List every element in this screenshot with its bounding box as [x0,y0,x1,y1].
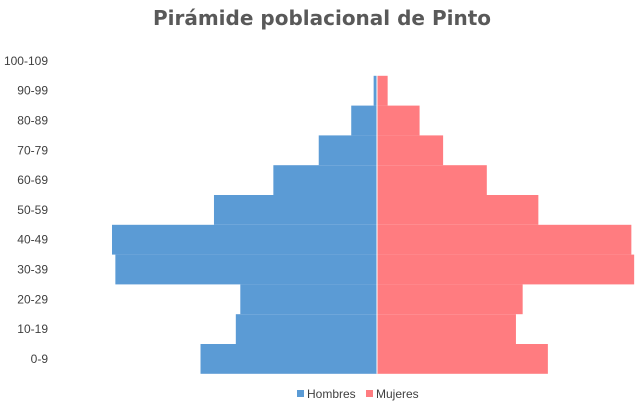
bar-mujeres-0-9 [377,344,548,374]
y-tick-label: 30-39 [17,263,48,277]
bar-mujeres-10-19 [377,314,516,344]
y-tick-label: 80-89 [17,114,48,128]
bar-hombres-90-99 [373,75,377,106]
legend-label-mujeres: Mujeres [376,387,419,401]
bar-hombres-80-89 [351,105,377,136]
y-tick-label: 60-69 [17,173,48,187]
y-tick-label: 50-59 [17,203,48,217]
chart-title: Pirámide poblacional de Pinto [152,6,492,30]
bar-mujeres-60-69 [377,165,487,195]
legend-swatch-mujeres [366,390,373,397]
bar-mujeres-90-99 [377,75,388,106]
bar-mujeres-30-39 [377,254,635,285]
y-tick-label: 70-79 [17,143,48,157]
y-tick-label: 40-49 [17,233,48,247]
bar-mujeres-20-29 [377,284,523,315]
bar-hombres-70-79 [318,135,377,166]
bar-hombres-50-59 [213,195,377,225]
bar-hombres-0-9 [200,344,377,374]
bar-hombres-30-39 [115,254,378,285]
bar-hombres-40-49 [112,224,377,255]
legend-label-hombres: Hombres [307,387,356,401]
y-tick-label: 10-19 [17,322,48,336]
y-tick-label: 20-29 [17,292,48,306]
bar-hombres-60-69 [273,165,377,195]
bar-mujeres-40-49 [377,224,632,255]
y-tick-label: 90-99 [17,84,48,98]
bar-mujeres-50-59 [377,195,539,225]
y-tick-label: 100-109 [4,54,48,68]
bar-hombres-10-19 [235,314,377,344]
bar-mujeres-70-79 [377,135,444,166]
y-tick-label: 0-9 [31,352,49,366]
legend-swatch-hombres [297,390,304,397]
bar-hombres-20-29 [240,284,377,315]
bar-mujeres-80-89 [377,105,420,136]
